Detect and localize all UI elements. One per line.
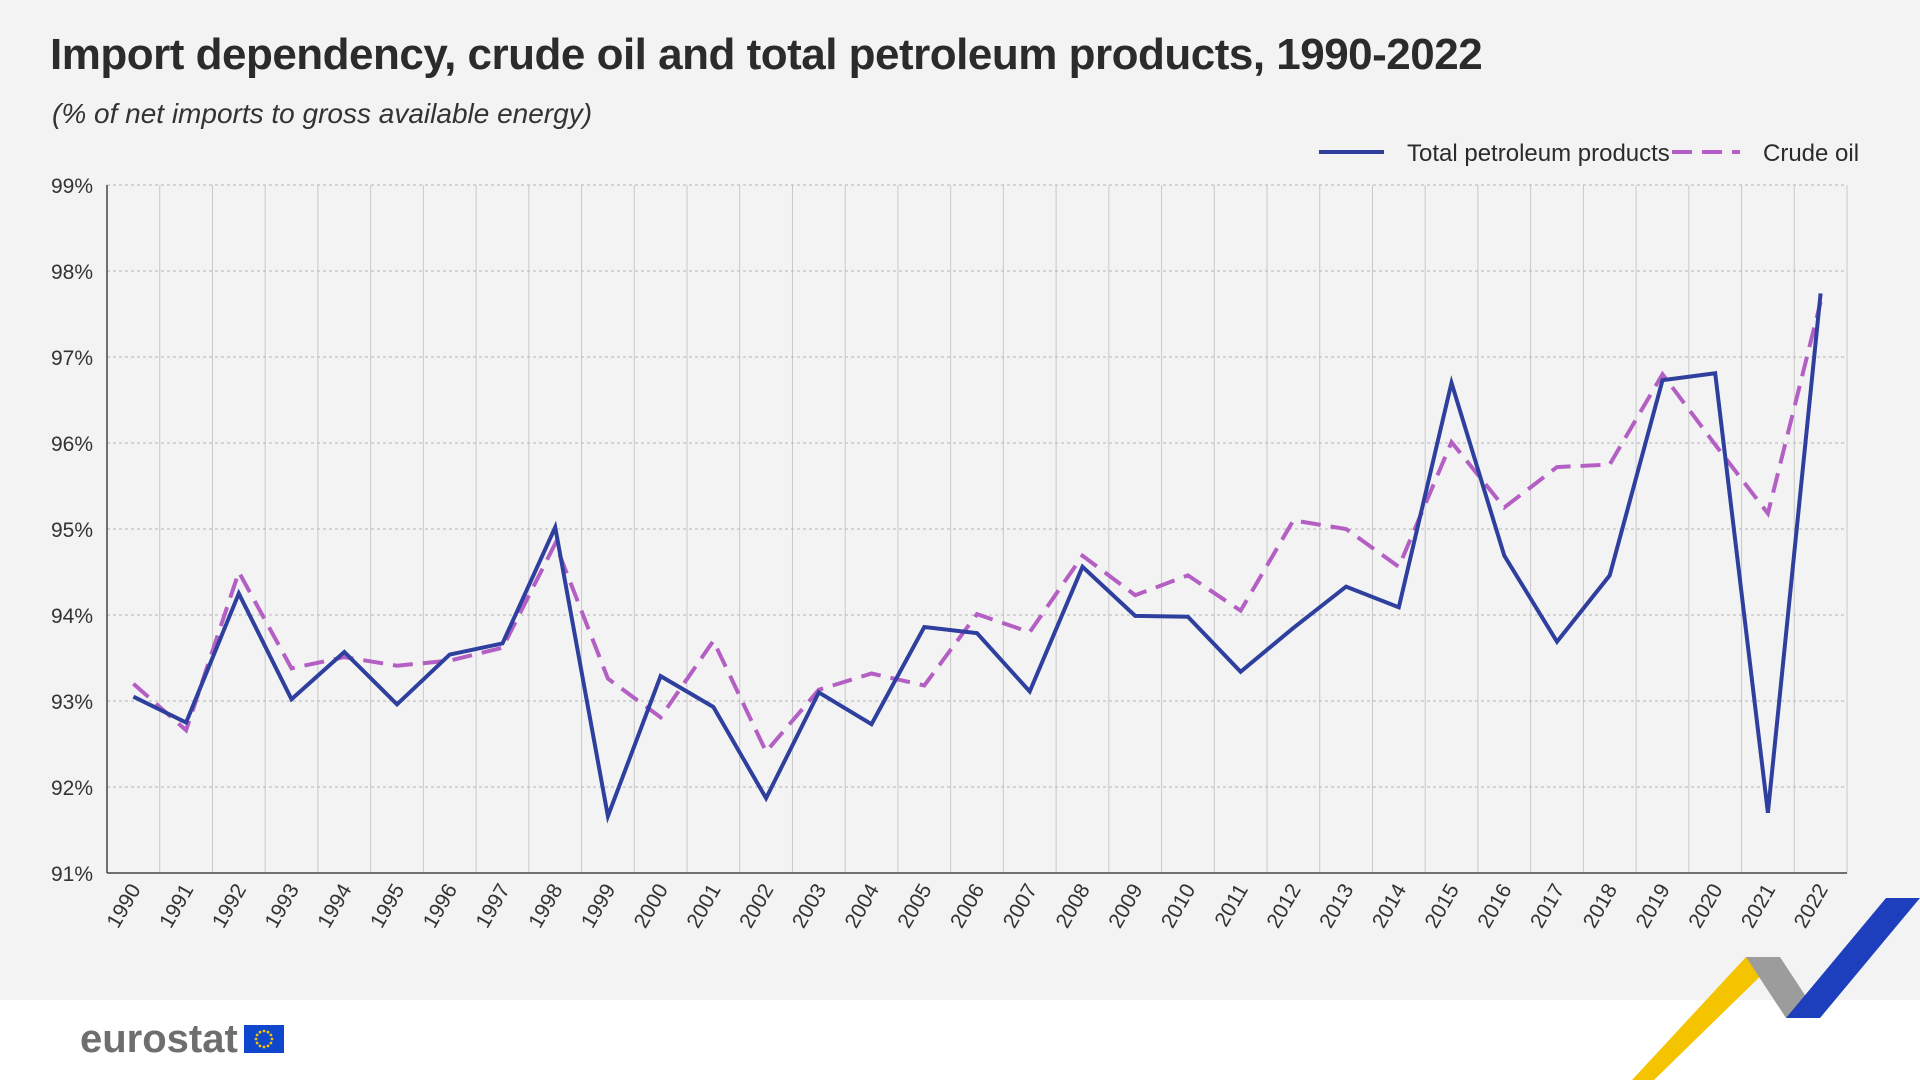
legend-label-crude-oil: Crude oil bbox=[1763, 140, 1859, 167]
eurostat-logo: eurostat bbox=[80, 1012, 284, 1066]
y-tick-label: 94% bbox=[51, 605, 93, 628]
y-tick-labels: 91% 92% 93% 94% 95% 96% 97% 98% 99% bbox=[51, 175, 93, 886]
series-line-total-petroleum bbox=[132, 293, 1823, 824]
legend-label-total-petroleum: Total petroleum products bbox=[1407, 140, 1670, 167]
chart-background bbox=[0, 0, 1920, 1000]
footer-band bbox=[0, 1000, 1920, 1080]
y-tick-label: 93% bbox=[51, 691, 93, 714]
y-tick-label: 92% bbox=[51, 777, 93, 800]
series-layer bbox=[132, 293, 1823, 824]
y-tick-label: 99% bbox=[51, 175, 93, 198]
y-tick-label: 95% bbox=[51, 519, 93, 542]
deco-blue-stripe bbox=[1786, 898, 1920, 1018]
y-tick-label: 91% bbox=[51, 863, 93, 886]
line-chart: 1990 1991 1992 1993 1994 1995 1996 1997 1998 1999… bbox=[51, 140, 1859, 932]
logo-text: eurostat bbox=[80, 1016, 238, 1061]
y-tick-label: 97% bbox=[51, 347, 93, 370]
deco-yellow-stripe bbox=[1632, 957, 1780, 1080]
eu-flag-icon bbox=[243, 1025, 284, 1053]
chart-subtitle: (% of net imports to gross available ene… bbox=[52, 98, 593, 129]
y-tick-label: 96% bbox=[51, 433, 93, 456]
series-line-crude-oil bbox=[132, 301, 1823, 756]
chart-title: Import dependency, crude oil and total p… bbox=[50, 30, 1483, 79]
axis-layer bbox=[106, 185, 1847, 874]
legend: Total petroleum products Crude oil bbox=[1319, 140, 1859, 167]
y-tick-label: 98% bbox=[51, 261, 93, 284]
